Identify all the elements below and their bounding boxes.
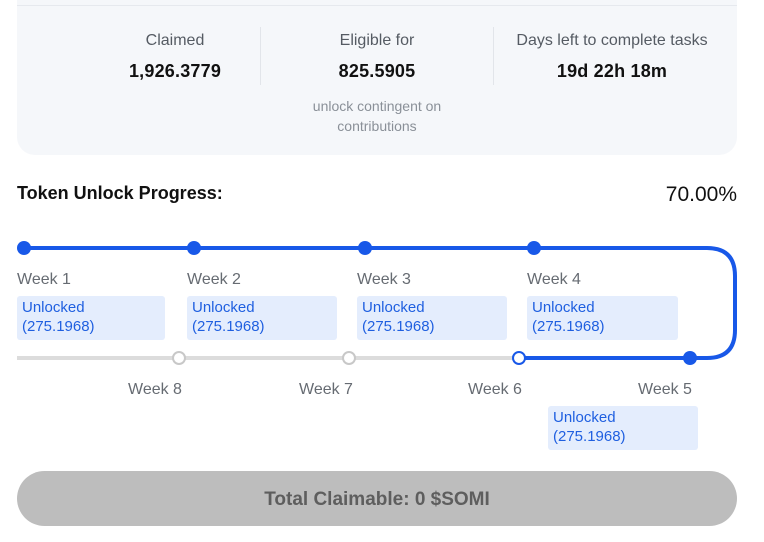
progress-percent: 70.00% <box>665 183 737 206</box>
week-1-dot <box>17 241 31 255</box>
stat-eligible-note-line2: contributions <box>337 118 417 134</box>
stat-divider <box>260 27 261 85</box>
stat-eligible-note-line1: unlock contingent on <box>312 98 442 114</box>
stat-eligible-value: 825.5905 <box>338 61 416 81</box>
stat-claimed-label: Claimed <box>145 32 205 49</box>
stat-eligible-label: Eligible for <box>339 32 415 49</box>
stat-claimed: Claimed 1,926.3779 <box>85 32 265 82</box>
stat-days-left-label: Days left to complete tasks <box>516 32 708 49</box>
week-6-dot <box>512 351 526 365</box>
week-1-status: Unlocked <box>22 299 85 316</box>
week-5-dot <box>683 351 697 365</box>
stats-card-top-divider <box>17 5 737 6</box>
week-4-badge: Unlocked (275.1968) <box>527 296 678 340</box>
week-1-amount: (275.1968) <box>22 318 95 335</box>
week-1-badge: Unlocked (275.1968) <box>17 296 165 340</box>
week-1-label: Week 1 <box>17 271 71 288</box>
week-2-dot <box>187 241 201 255</box>
week-3-amount: (275.1968) <box>362 318 435 335</box>
week-7-dot <box>342 351 356 365</box>
stat-days-left-value: 19d 22h 18m <box>556 61 668 81</box>
week-2-label: Week 2 <box>187 271 241 288</box>
week-4-label: Week 4 <box>527 271 581 288</box>
week-5-status: Unlocked <box>553 409 616 426</box>
stat-divider <box>493 27 494 85</box>
week-5-amount: (275.1968) <box>553 428 626 445</box>
week-2-amount: (275.1968) <box>192 318 265 335</box>
track-segment-curve <box>519 246 737 360</box>
stat-eligible-note: unlock contingent on contributions <box>267 96 487 136</box>
stat-eligible: Eligible for 825.5905 unlock contingent … <box>267 32 487 136</box>
total-claimable-button[interactable]: Total Claimable: 0 $SOMI <box>17 471 737 526</box>
stat-days-left: Days left to complete tasks 19d 22h 18m <box>497 32 727 82</box>
week-3-status: Unlocked <box>362 299 425 316</box>
week-8-label: Week 8 <box>128 381 182 398</box>
week-4-status: Unlocked <box>532 299 595 316</box>
week-5-badge: Unlocked (275.1968) <box>548 406 698 450</box>
progress-title: Token Unlock Progress: <box>17 183 223 203</box>
week-3-label: Week 3 <box>357 271 411 288</box>
stats-card: Claimed 1,926.3779 Eligible for 825.5905… <box>17 0 737 155</box>
week-3-dot <box>358 241 372 255</box>
week-4-dot <box>527 241 541 255</box>
week-3-badge: Unlocked (275.1968) <box>357 296 507 340</box>
week-5-label: Week 5 <box>638 381 692 398</box>
week-2-status: Unlocked <box>192 299 255 316</box>
week-8-dot <box>172 351 186 365</box>
week-7-label: Week 7 <box>299 381 353 398</box>
week-2-badge: Unlocked (275.1968) <box>187 296 337 340</box>
stat-claimed-value: 1,926.3779 <box>128 61 222 81</box>
week-4-amount: (275.1968) <box>532 318 605 335</box>
week-6-label: Week 6 <box>468 381 522 398</box>
